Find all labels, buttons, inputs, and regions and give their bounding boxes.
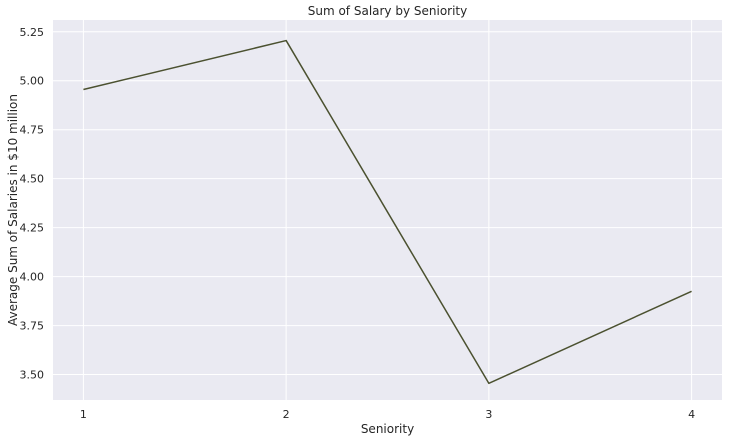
y-tick-label: 5.25	[20, 26, 45, 39]
y-tick-label: 3.50	[20, 369, 45, 382]
x-tick-label: 3	[485, 408, 492, 421]
x-axis-ticks: 1 2 3 4	[80, 408, 695, 421]
chart-title: Sum of Salary by Seniority	[308, 4, 468, 18]
y-tick-label: 4.50	[20, 173, 45, 186]
series-layer	[83, 39, 692, 385]
y-tick-label: 3.75	[20, 320, 45, 333]
y-tick-label: 4.00	[20, 271, 45, 284]
y-tick-label: 5.00	[20, 75, 45, 88]
x-tick-label: 1	[80, 408, 87, 421]
y-axis-ticks: 3.50 3.75 4.00 4.25 4.50 4.75 5.00 5.25	[20, 26, 45, 382]
series-line	[83, 39, 692, 385]
y-tick-label: 4.25	[20, 222, 45, 235]
x-tick-label: 4	[688, 408, 695, 421]
plot-area	[53, 20, 722, 400]
grid	[53, 20, 722, 400]
y-axis-title: Average Sum of Salaries in $10 million	[6, 94, 20, 326]
y-tick-label: 4.75	[20, 124, 45, 137]
x-axis-title: Seniority	[361, 422, 414, 436]
x-tick-label: 2	[283, 408, 290, 421]
